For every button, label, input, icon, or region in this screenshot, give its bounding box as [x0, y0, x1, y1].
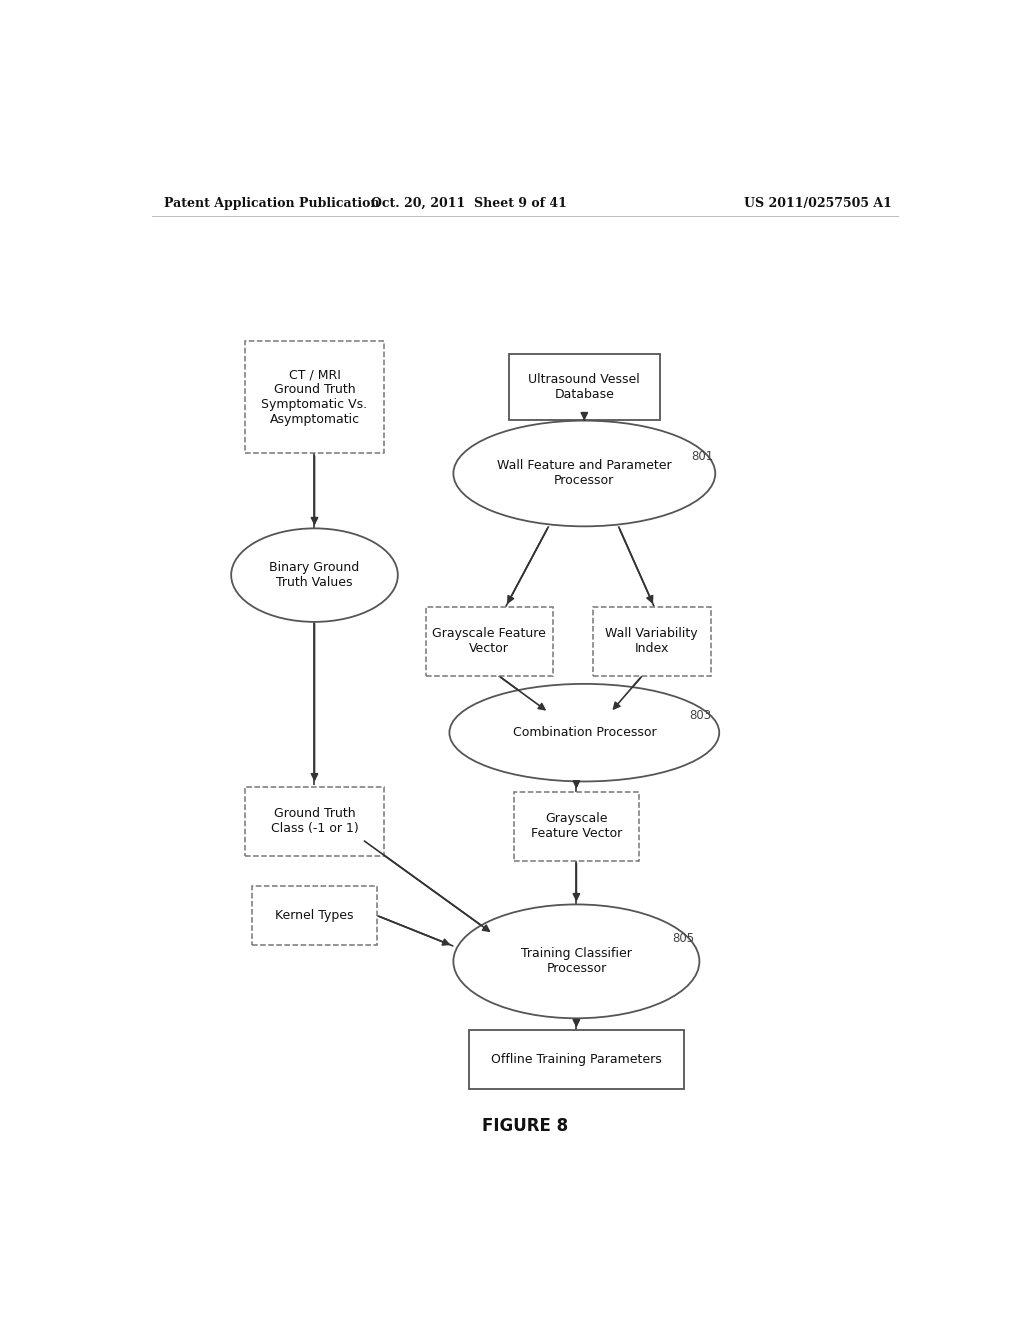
Bar — [252, 886, 377, 945]
Text: 803: 803 — [689, 709, 712, 722]
Text: Training Classifier
Processor: Training Classifier Processor — [521, 948, 632, 975]
Text: Combination Processor: Combination Processor — [512, 726, 656, 739]
Bar — [245, 787, 384, 855]
Text: Wall Feature and Parameter
Processor: Wall Feature and Parameter Processor — [497, 459, 672, 487]
Ellipse shape — [454, 421, 715, 527]
Text: Wall Variability
Index: Wall Variability Index — [605, 627, 698, 655]
Bar — [514, 792, 639, 861]
Bar — [426, 607, 553, 676]
Text: CT / MRI
Ground Truth
Symptomatic Vs.
Asymptomatic: CT / MRI Ground Truth Symptomatic Vs. As… — [261, 368, 368, 426]
Text: Ultrasound Vessel
Database: Ultrasound Vessel Database — [528, 374, 640, 401]
Bar — [593, 607, 711, 676]
Text: US 2011/0257505 A1: US 2011/0257505 A1 — [744, 197, 892, 210]
Text: Grayscale Feature
Vector: Grayscale Feature Vector — [432, 627, 546, 655]
Text: Offline Training Parameters: Offline Training Parameters — [492, 1053, 662, 1067]
Text: Ground Truth
Class (-1 or 1): Ground Truth Class (-1 or 1) — [270, 807, 358, 836]
Ellipse shape — [231, 528, 397, 622]
Text: Grayscale
Feature Vector: Grayscale Feature Vector — [530, 812, 622, 840]
Text: Kernel Types: Kernel Types — [275, 909, 353, 923]
Text: FIGURE 8: FIGURE 8 — [481, 1117, 568, 1135]
Text: Binary Ground
Truth Values: Binary Ground Truth Values — [269, 561, 359, 589]
Text: Oct. 20, 2011  Sheet 9 of 41: Oct. 20, 2011 Sheet 9 of 41 — [372, 197, 567, 210]
Bar — [509, 354, 659, 420]
Text: 801: 801 — [691, 450, 714, 463]
Text: 805: 805 — [673, 932, 694, 945]
Ellipse shape — [450, 684, 719, 781]
Bar — [245, 342, 384, 453]
Bar — [469, 1031, 684, 1089]
Text: Patent Application Publication: Patent Application Publication — [164, 197, 379, 210]
Ellipse shape — [454, 904, 699, 1018]
